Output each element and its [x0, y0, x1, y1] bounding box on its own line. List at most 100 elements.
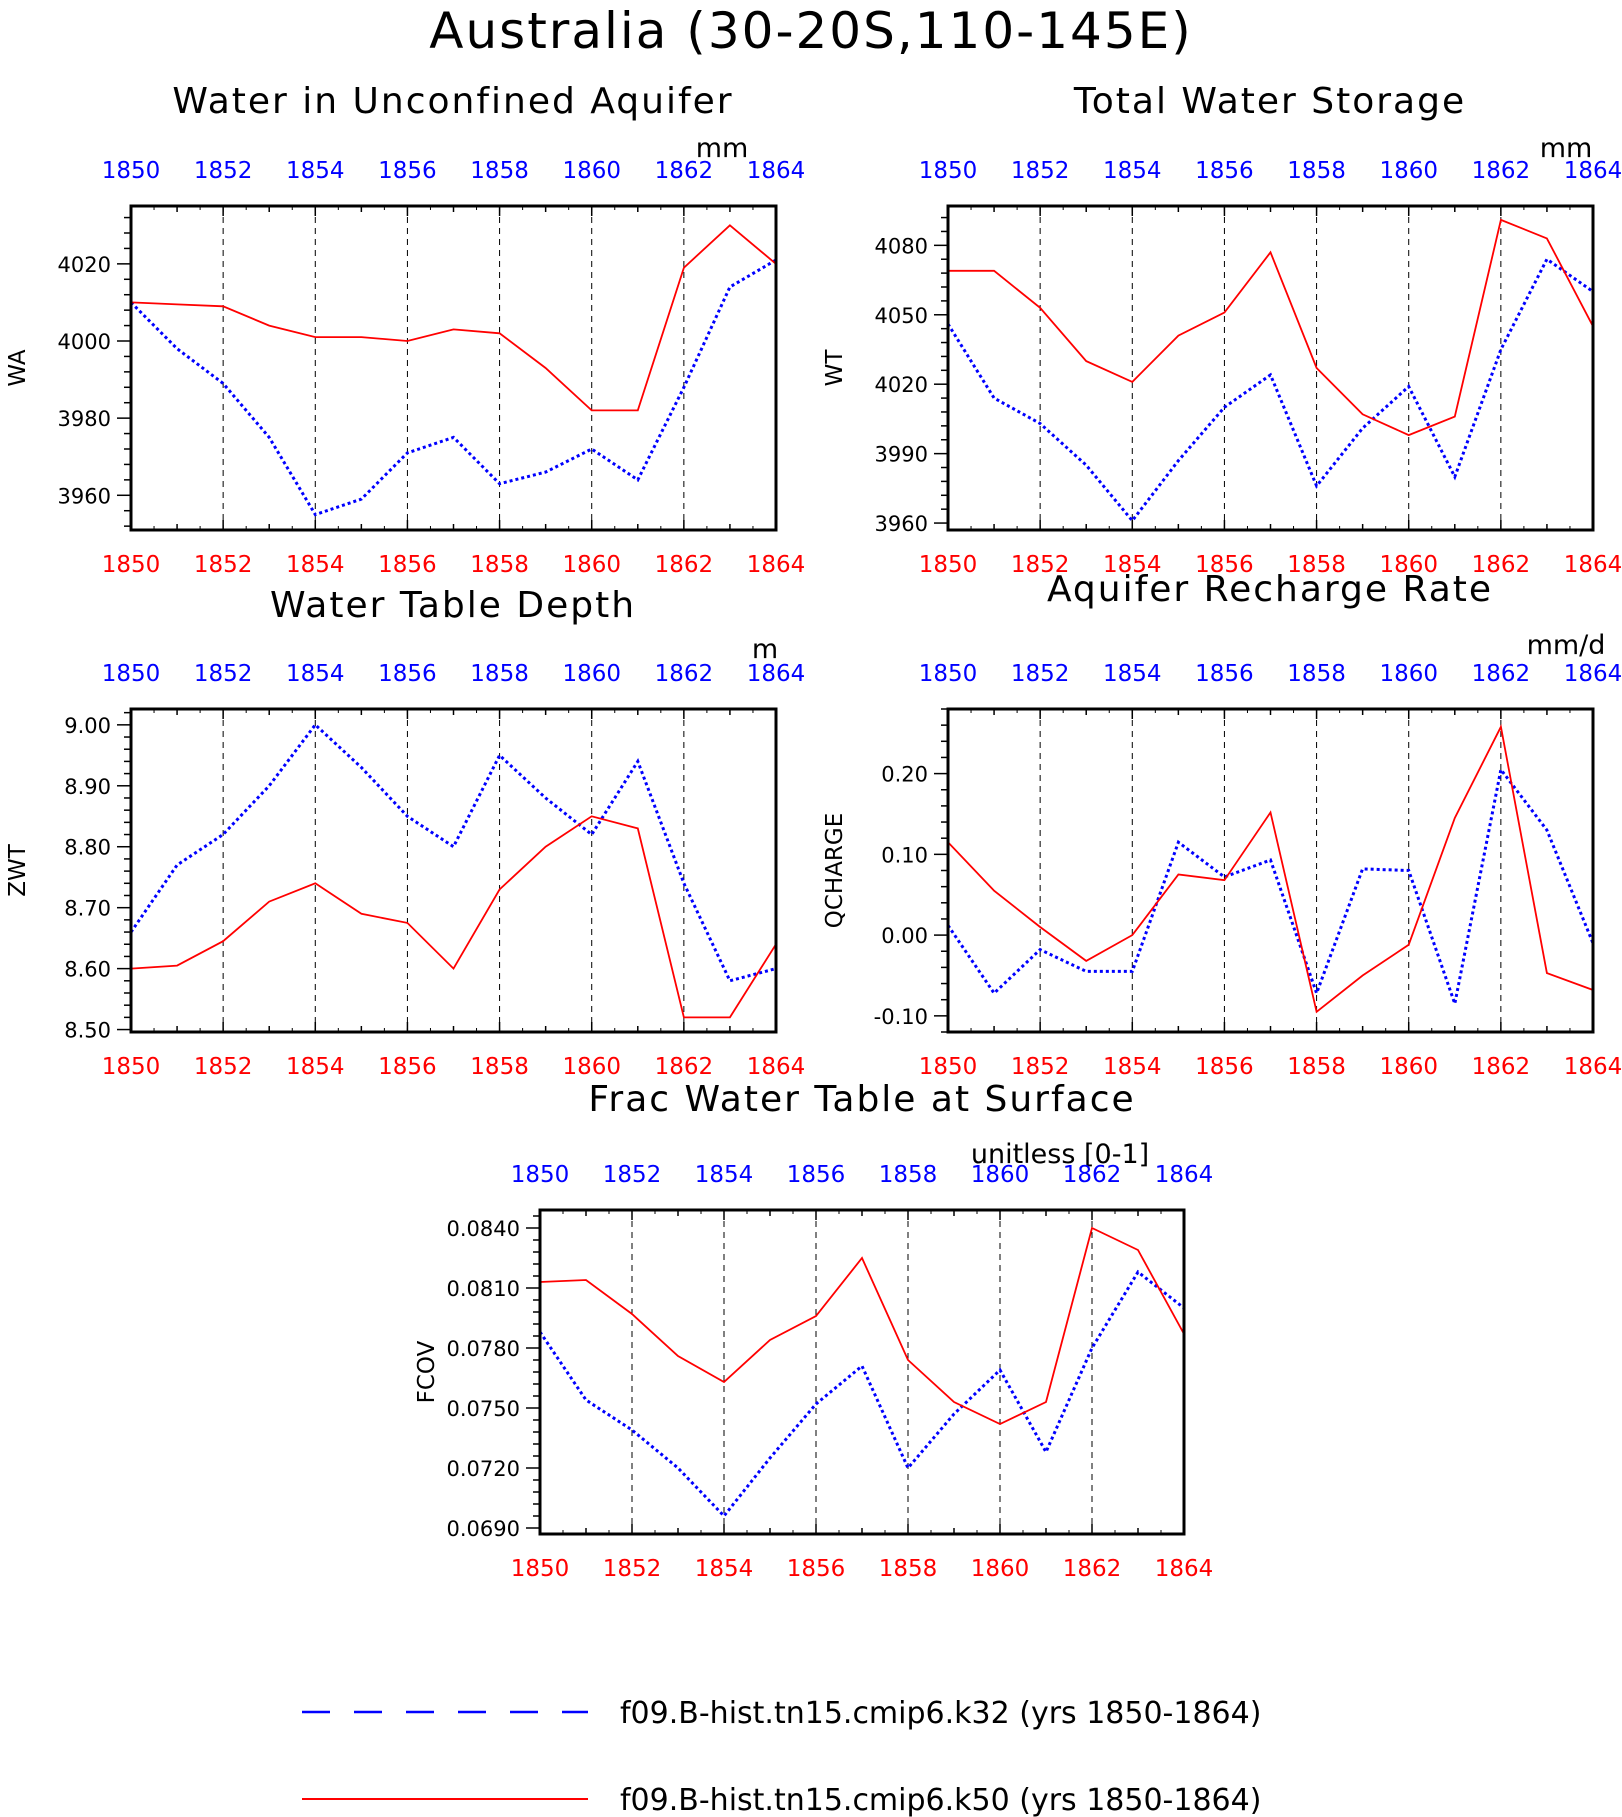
x-tick-label-top: 1852 [1011, 661, 1070, 687]
x-tick-label-top: 1862 [1472, 158, 1531, 184]
x-tick-label-bottom: 1860 [562, 552, 621, 578]
x-tick-label-top: 1860 [1379, 661, 1438, 687]
x-tick-label-top: 1860 [562, 158, 621, 184]
panels: Water in Unconfined Aquifer mm 1850 1850 185… [5, 81, 1622, 1582]
x-tick-label-top: 1858 [879, 1162, 938, 1188]
y-tick-label: 3960 [58, 484, 111, 508]
y-tick-label: 8.80 [64, 836, 111, 860]
y-tick-label: 0.0780 [447, 1337, 520, 1361]
plot-frame [946, 707, 1595, 1034]
plot-frame [538, 1208, 1186, 1536]
x-tick-label-top: 1860 [562, 661, 621, 687]
x-tick-label-top: 1864 [747, 158, 806, 184]
panel-title: Aquifer Recharge Rate [1047, 569, 1493, 610]
series-line-k50 [948, 724, 1593, 1014]
x-tick-label-top: 1864 [1564, 661, 1622, 687]
series-line-k50 [948, 218, 1593, 437]
x-tick-label-bottom: 1850 [919, 552, 978, 578]
panel-fcov: Frac Water Table at Surface unitless [0-1… [414, 1079, 1213, 1582]
x-tick-label-bottom: 1862 [1472, 1054, 1531, 1080]
x-tick-label-bottom: 1860 [1379, 1054, 1438, 1080]
series-line-k50 [540, 1226, 1184, 1425]
x-tick-label-bottom: 1862 [1472, 552, 1531, 578]
x-tick-label-bottom: 1850 [102, 552, 161, 578]
y-tick-label: 0.0810 [447, 1277, 520, 1301]
y-tick-label: -0.10 [874, 1005, 928, 1029]
series-line-k32 [948, 766, 1593, 1010]
y-tick-label: 0.0690 [447, 1517, 520, 1541]
legend-label-k32: f09.B-hist.tn15.cmip6.k32 (yrs 1850-1864… [620, 1696, 1261, 1731]
units-label: mm [1540, 133, 1593, 164]
y-tick-label: 0.00 [881, 924, 928, 948]
x-tick-label-top: 1856 [787, 1162, 846, 1188]
x-tick-label-top: 1862 [1472, 661, 1531, 687]
x-tick-label-top: 1862 [1063, 1162, 1122, 1188]
panel-title: Total Water Storage [1073, 81, 1466, 122]
x-tick-label-bottom: 1864 [747, 1054, 806, 1080]
x-tick-label-top: 1852 [603, 1162, 662, 1188]
y-tick-label: 4020 [58, 253, 111, 277]
x-tick-label-bottom: 1852 [603, 1556, 662, 1582]
y-tick-label: 0.0720 [447, 1457, 520, 1481]
y-tick-label: 3990 [875, 443, 928, 467]
x-tick-label-bottom: 1854 [695, 1556, 754, 1582]
x-tick-label-bottom: 1856 [1195, 1054, 1254, 1080]
x-tick-label-top: 1850 [919, 158, 978, 184]
y-axis-label: QCHARGE [822, 813, 848, 929]
x-tick-label-top: 1852 [1011, 158, 1070, 184]
panel-title: Water in Unconfined Aquifer [172, 81, 733, 122]
y-tick-label: 3960 [875, 512, 928, 536]
x-tick-label-top: 1854 [286, 661, 345, 687]
x-tick-label-bottom: 1862 [655, 552, 714, 578]
series-line-k50 [131, 224, 776, 412]
panel-zwt: Water Table Depth m 1850 1850 1852 1852 1854 18… [5, 585, 805, 1080]
x-tick-label-bottom: 1864 [1564, 1054, 1622, 1080]
panel-wa: Water in Unconfined Aquifer mm 1850 1850 185… [5, 81, 805, 578]
plot-frame [129, 707, 778, 1034]
x-tick-label-bottom: 1858 [1287, 1054, 1346, 1080]
x-tick-label-top: 1862 [655, 661, 714, 687]
x-tick-label-top: 1854 [1103, 158, 1162, 184]
x-tick-label-bottom: 1852 [1011, 1054, 1070, 1080]
x-tick-label-top: 1858 [1287, 661, 1346, 687]
x-tick-label-top: 1852 [194, 661, 253, 687]
x-tick-label-top: 1858 [1287, 158, 1346, 184]
x-tick-label-bottom: 1852 [194, 552, 253, 578]
units-label: mm [696, 133, 749, 164]
x-tick-label-top: 1850 [102, 661, 161, 687]
x-tick-label-top: 1858 [470, 158, 529, 184]
x-tick-label-top: 1850 [919, 661, 978, 687]
y-tick-label: 8.50 [64, 1019, 111, 1043]
x-tick-label-top: 1858 [470, 661, 529, 687]
y-tick-label: 8.60 [64, 958, 111, 982]
x-tick-label-bottom: 1856 [1195, 552, 1254, 578]
y-axis-label: WT [822, 349, 848, 387]
y-tick-label: 8.70 [64, 897, 111, 921]
x-tick-label-top: 1864 [1564, 158, 1622, 184]
series-line-k32 [540, 1269, 1184, 1519]
y-tick-label: 4020 [875, 373, 928, 397]
y-tick-label: 4080 [875, 234, 928, 258]
x-tick-label-bottom: 1858 [470, 552, 529, 578]
x-tick-label-bottom: 1864 [1155, 1556, 1214, 1582]
x-tick-label-top: 1862 [655, 158, 714, 184]
panel-wt: Total Water Storage mm 1850 1850 1852 1852 185… [822, 81, 1622, 578]
x-tick-label-top: 1860 [971, 1162, 1030, 1188]
x-tick-label-bottom: 1856 [378, 552, 437, 578]
x-tick-label-bottom: 1858 [470, 1054, 529, 1080]
panel-title: Frac Water Table at Surface [588, 1079, 1135, 1120]
y-tick-label: 0.10 [881, 843, 928, 867]
series-line-k32 [131, 258, 776, 517]
units-label: unitless [0-1] [971, 1139, 1149, 1170]
y-tick-label: 0.20 [881, 763, 928, 787]
x-tick-label-bottom: 1856 [378, 1054, 437, 1080]
x-tick-label-top: 1850 [511, 1162, 570, 1188]
x-tick-label-bottom: 1860 [562, 1054, 621, 1080]
legend: f09.B-hist.tn15.cmip6.k32 (yrs 1850-1864… [302, 1696, 1261, 1817]
x-tick-label-bottom: 1864 [747, 552, 806, 578]
panel-title: Water Table Depth [270, 585, 636, 626]
x-tick-label-bottom: 1854 [286, 552, 345, 578]
y-tick-label: 4000 [58, 330, 111, 354]
y-tick-label: 0.0750 [447, 1397, 520, 1421]
x-tick-label-top: 1856 [1195, 158, 1254, 184]
